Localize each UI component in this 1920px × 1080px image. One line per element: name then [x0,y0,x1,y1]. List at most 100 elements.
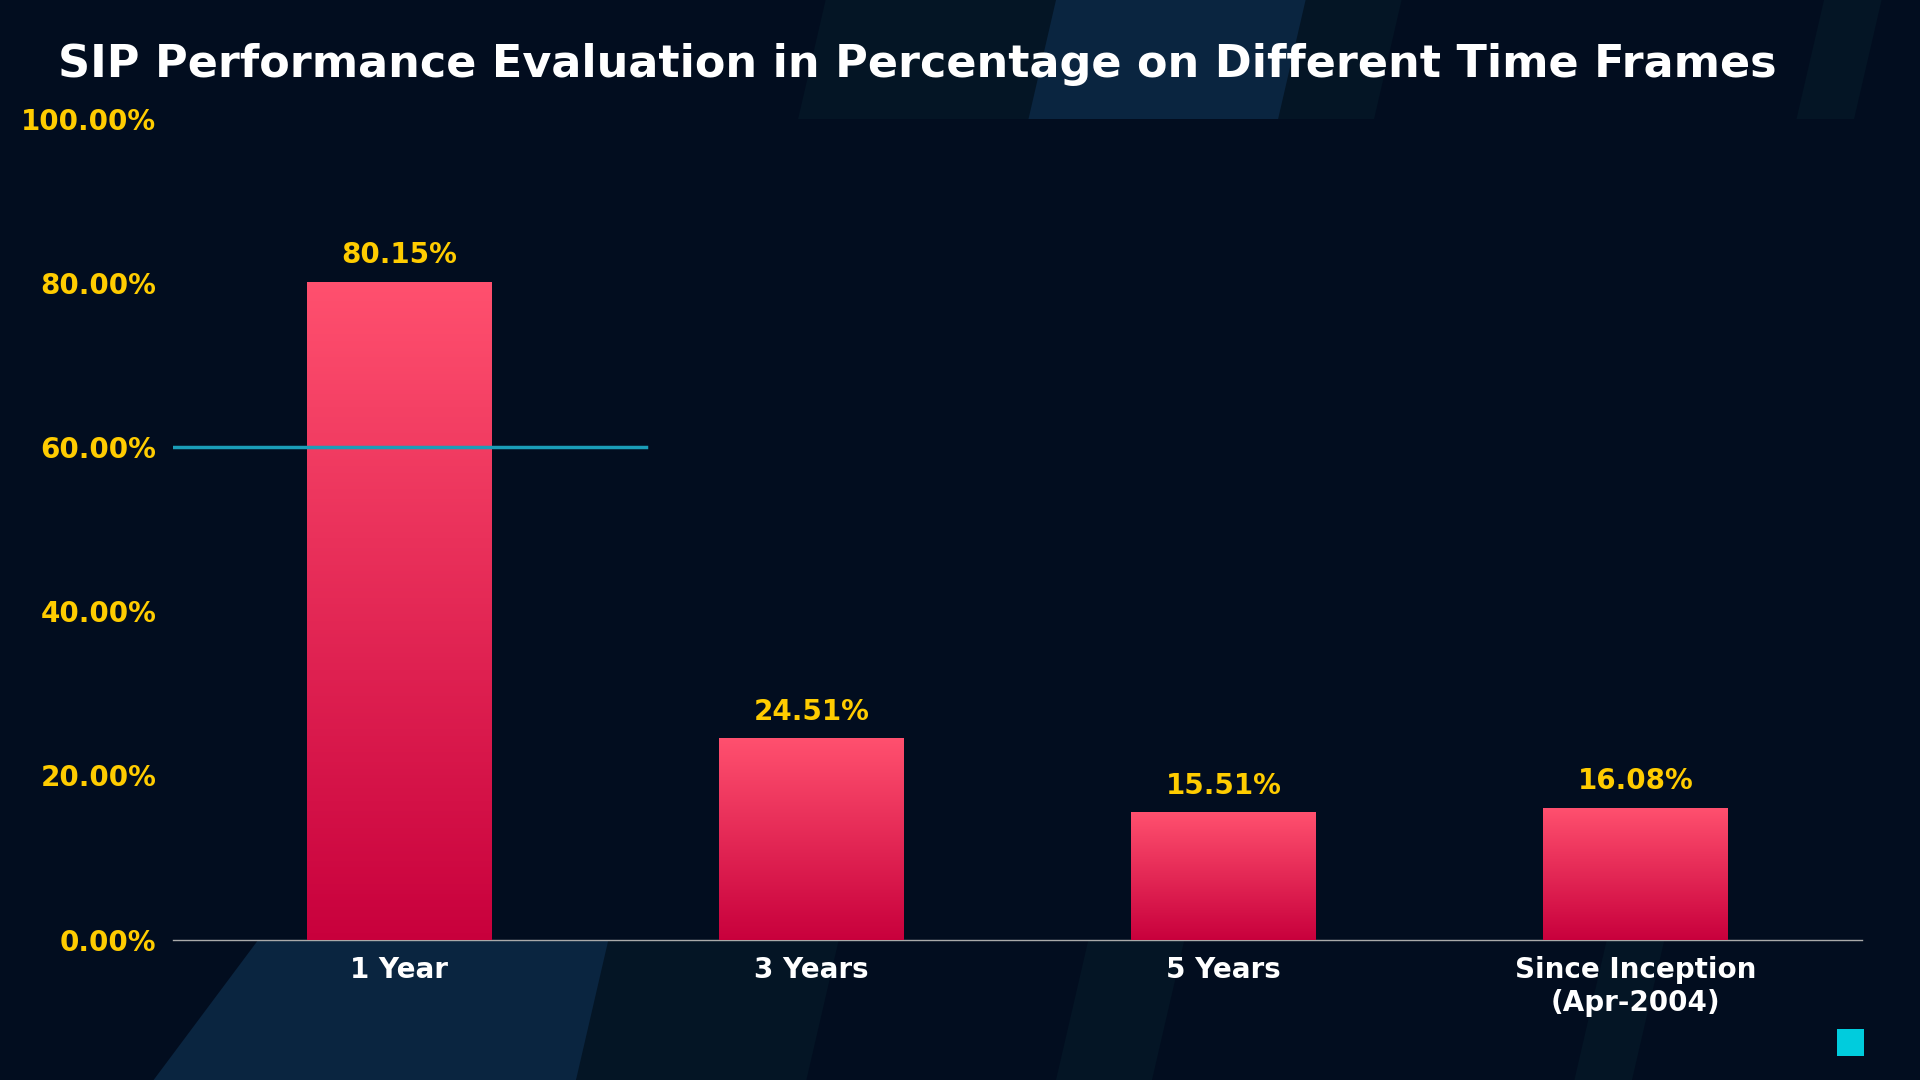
Bar [307,393,492,396]
Bar [307,821,492,824]
Bar [307,351,492,354]
Bar [307,706,492,710]
Bar [307,920,492,923]
Bar [307,697,492,700]
Bar [307,854,492,858]
Bar [307,558,492,562]
Bar [307,785,492,788]
Bar [307,851,492,854]
Bar [307,571,492,575]
Bar [307,673,492,676]
Bar [307,890,492,893]
Bar [307,348,492,351]
Bar [307,483,492,486]
Bar [307,417,492,420]
Bar [307,292,492,295]
Bar [307,831,492,835]
Bar [307,679,492,683]
Bar [307,462,492,465]
Bar [307,772,492,775]
Bar [307,805,492,808]
Bar [307,374,492,377]
Bar [307,880,492,883]
Bar [307,792,492,795]
Bar [307,357,492,361]
Bar [307,387,492,390]
Bar [307,535,492,538]
Bar [307,710,492,713]
Bar [307,775,492,779]
Bar [307,332,492,335]
Bar [307,541,492,545]
Bar [307,473,492,476]
Bar [307,660,492,663]
Bar [307,930,492,933]
Bar [307,795,492,798]
Bar [307,301,492,305]
Bar [307,841,492,845]
Bar [307,298,492,301]
Bar [307,565,492,568]
Bar [307,726,492,729]
Bar [307,613,492,618]
Bar [307,907,492,910]
Text: 80.15%: 80.15% [342,242,457,269]
Bar [307,657,492,660]
Bar [307,893,492,896]
Bar [307,666,492,670]
Bar [307,420,492,423]
Bar [307,311,492,314]
Bar [307,903,492,907]
Bar [307,686,492,690]
Bar [307,465,492,469]
Bar [307,732,492,735]
Bar [307,414,492,417]
Bar [307,604,492,607]
Bar [307,410,492,414]
Bar [307,621,492,624]
Bar [307,861,492,864]
Bar [307,848,492,851]
Bar [307,335,492,338]
Bar [307,867,492,870]
Bar [307,308,492,311]
Bar [307,640,492,644]
Bar [307,305,492,308]
Bar [307,729,492,732]
Bar [307,505,492,509]
Text: SIP Performance Evaluation in Percentage on Different Time Frames: SIP Performance Evaluation in Percentage… [58,43,1776,86]
Bar [307,624,492,627]
Bar [307,917,492,920]
Bar [307,647,492,650]
Bar [307,562,492,565]
Bar [307,486,492,489]
Bar [307,282,492,285]
Bar [307,690,492,693]
Bar [307,591,492,594]
Bar [307,496,492,499]
Bar [307,345,492,348]
Bar [307,492,492,496]
Bar [307,713,492,716]
Bar [307,285,492,288]
Bar [307,396,492,401]
Text: 15.51%: 15.51% [1165,772,1281,800]
Bar [307,324,492,327]
Bar [307,877,492,880]
Bar [307,769,492,772]
Bar [307,864,492,867]
Bar [307,502,492,505]
Bar [307,433,492,436]
Bar [307,401,492,404]
Bar [307,700,492,703]
Bar [307,927,492,930]
Bar [307,811,492,814]
Bar [307,545,492,549]
Bar [307,719,492,723]
Bar [307,818,492,821]
Bar [307,653,492,657]
Bar [307,518,492,522]
Bar [307,914,492,917]
Bar [307,568,492,571]
Bar [307,739,492,742]
